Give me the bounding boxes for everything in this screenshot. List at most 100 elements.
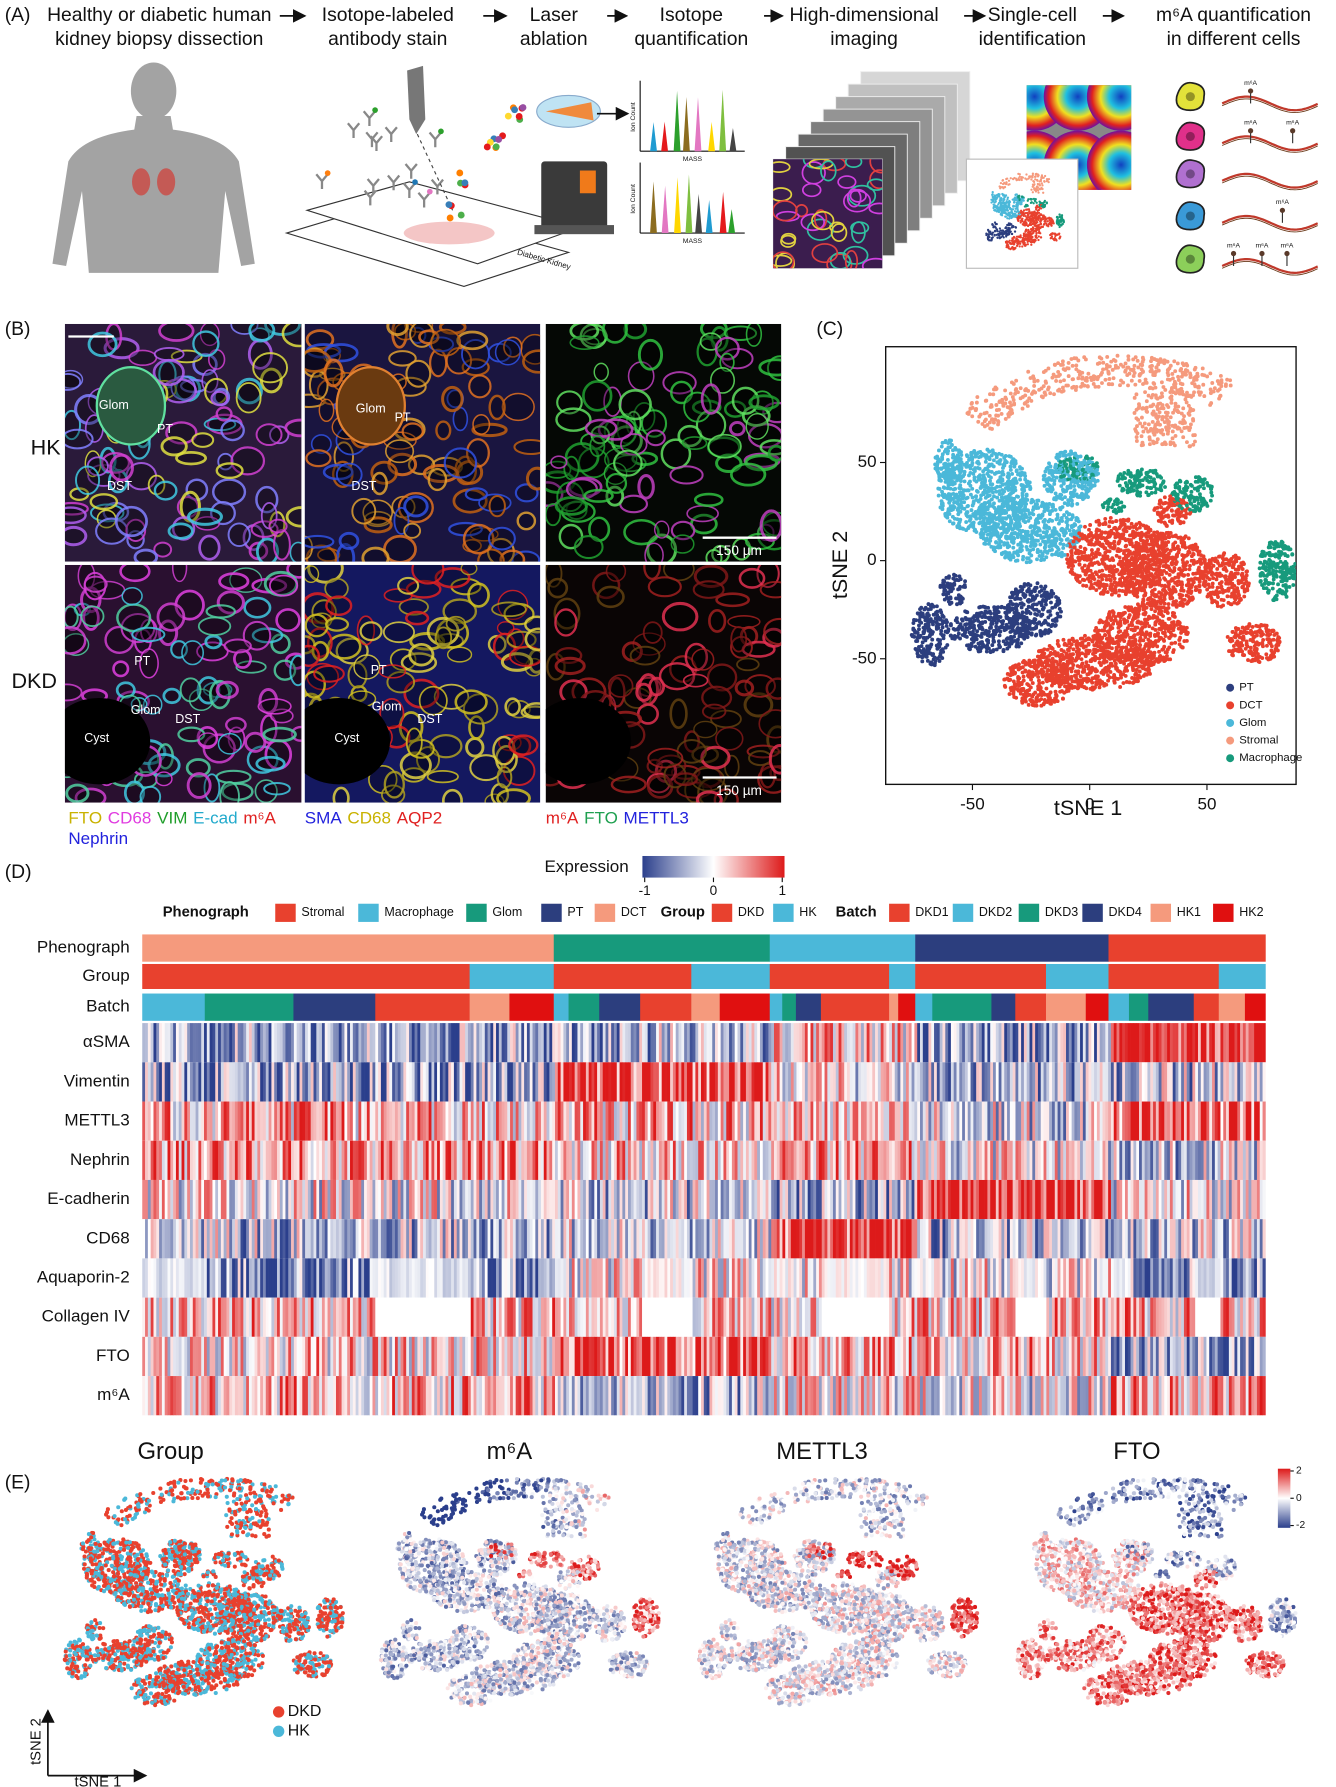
mini-point — [1025, 221, 1028, 224]
tissue-label: Cyst — [334, 731, 360, 745]
point — [1130, 676, 1135, 680]
tubule — [289, 541, 302, 562]
mini-point — [1020, 219, 1023, 222]
mini-point — [1054, 238, 1058, 241]
tubule — [811, 243, 839, 264]
point — [1083, 524, 1087, 529]
point — [1011, 545, 1016, 550]
tubule — [441, 385, 464, 413]
tubule — [730, 625, 748, 653]
point — [996, 413, 1001, 418]
tubule — [64, 626, 87, 655]
tubule — [582, 380, 613, 412]
mini-point — [1049, 237, 1052, 240]
mini-point — [1049, 217, 1052, 220]
point — [1176, 378, 1181, 383]
tubule — [454, 689, 488, 715]
channel-name: m⁶A — [243, 808, 276, 827]
point — [1054, 475, 1059, 480]
mini-point — [1031, 172, 1035, 175]
point — [1031, 512, 1036, 517]
tubule — [700, 383, 722, 415]
tissue-label: Glom — [99, 398, 129, 412]
tubule — [773, 161, 791, 173]
tubule — [211, 478, 247, 506]
mini-point — [1007, 203, 1011, 206]
tubule — [443, 447, 478, 479]
mini-point — [1016, 241, 1019, 245]
tubule — [691, 648, 715, 671]
point — [1008, 391, 1013, 396]
point — [987, 413, 992, 418]
point — [1097, 643, 1102, 648]
rna — [1221, 172, 1319, 189]
mini-point — [1024, 244, 1027, 247]
point — [1008, 468, 1013, 472]
mini-point — [1008, 207, 1012, 211]
mini-point — [1014, 226, 1018, 229]
point — [1003, 610, 1008, 615]
point — [1053, 507, 1058, 512]
mini-point — [1027, 232, 1030, 235]
tubule — [275, 608, 301, 633]
point — [1231, 644, 1236, 648]
point — [1236, 564, 1241, 569]
tubule — [550, 455, 568, 469]
mini-point — [1031, 174, 1034, 177]
isotope — [426, 188, 433, 195]
tubule — [465, 737, 485, 758]
point — [1142, 421, 1147, 426]
tubule — [304, 534, 335, 549]
tubule — [795, 204, 809, 218]
mini-point — [1040, 174, 1044, 177]
mini-point — [1011, 177, 1015, 180]
mini-point — [1025, 173, 1028, 176]
scale-label: 150 µm — [716, 783, 762, 798]
mini-point — [1025, 216, 1028, 219]
tubule — [128, 349, 158, 367]
mini-point — [1016, 216, 1019, 220]
mini-point — [1013, 210, 1017, 213]
point — [1108, 515, 1113, 520]
mini-point — [1010, 216, 1013, 220]
tubule — [727, 615, 761, 629]
axis-label: MASS — [683, 156, 703, 163]
point — [1242, 594, 1247, 599]
mini-point — [1033, 175, 1037, 178]
mini-point — [999, 236, 1003, 239]
tubule — [467, 582, 490, 608]
point — [945, 457, 950, 462]
mini-point — [1034, 172, 1037, 176]
point — [1260, 640, 1265, 645]
point — [974, 488, 979, 493]
point — [1121, 645, 1125, 650]
tubule — [179, 677, 202, 703]
tubule — [673, 772, 699, 787]
mini-point — [1035, 225, 1038, 228]
mini-point — [1036, 220, 1039, 224]
mini-point — [1056, 218, 1059, 221]
point — [1186, 572, 1191, 577]
point — [1018, 477, 1023, 482]
tubule — [192, 330, 220, 357]
tubule — [158, 323, 195, 342]
channel-name: m⁶A — [546, 808, 579, 827]
mini-point — [1026, 240, 1029, 244]
point — [1225, 635, 1230, 639]
point — [1039, 535, 1044, 540]
tubule — [635, 682, 653, 702]
mini-point — [1008, 217, 1011, 220]
modification-head — [1247, 88, 1254, 94]
mini-point — [1010, 210, 1013, 213]
tubule — [382, 621, 415, 644]
point — [1192, 367, 1197, 372]
tubule — [75, 465, 101, 495]
tubule — [318, 398, 335, 422]
tubule — [403, 495, 429, 518]
channel-name: VIM — [157, 808, 187, 827]
mini-point — [996, 236, 999, 239]
modification-head — [1284, 250, 1290, 257]
point — [1173, 369, 1178, 374]
tubule — [225, 716, 247, 733]
mini-point — [1026, 243, 1029, 246]
